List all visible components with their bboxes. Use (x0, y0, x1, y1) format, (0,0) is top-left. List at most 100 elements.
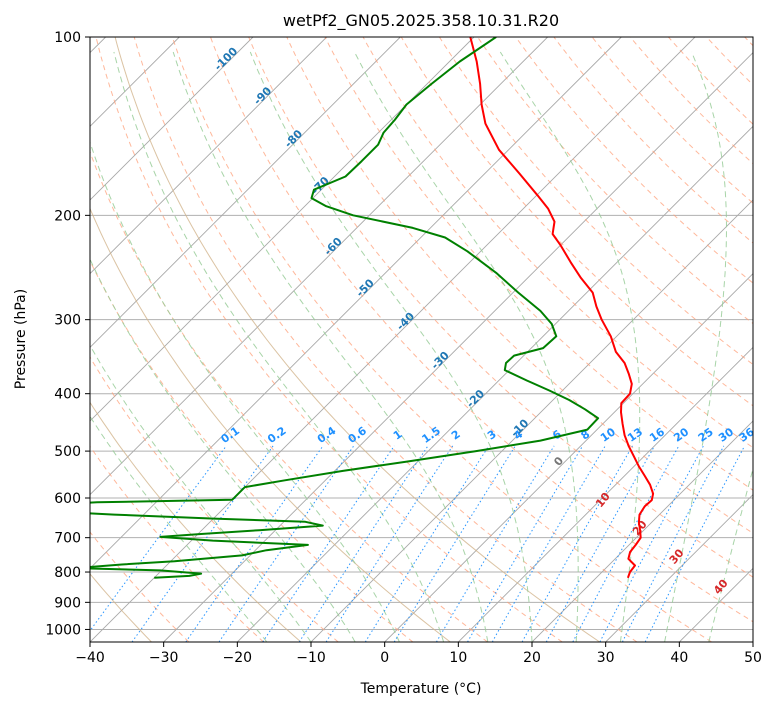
mixing-ratio-label: 0.2 (265, 424, 288, 446)
dry-adiabat-line (210, 37, 753, 623)
mixing-ratio-line (325, 445, 454, 642)
x-tick-label: 0 (380, 650, 389, 666)
x-axis: −40 −30 −20 −10 0 10 20 30 40 50 (75, 642, 762, 666)
mixing-ratio-line (218, 445, 355, 642)
dry-adiabat-line (90, 150, 488, 642)
mixing-ratio-label: 0.4 (315, 424, 339, 446)
mixing-ratio-line (545, 445, 656, 642)
dry-adiabat-label: -60 (322, 235, 345, 258)
moist-adiabat-line (90, 257, 356, 642)
mixing-ratio-line (644, 445, 746, 642)
y-tick-label: 700 (54, 531, 81, 547)
moist-adiabat-label: 0 (551, 454, 566, 468)
isotherm-line (90, 37, 696, 642)
mixing-ratio-label: 0.1 (219, 424, 242, 446)
dry-adiabat-line (324, 37, 753, 491)
moist-adiabat-line (499, 51, 641, 642)
isentrope-line (0, 37, 2, 642)
dry-adiabat-line (591, 37, 753, 204)
mixing-ratio-label: 1.5 (420, 424, 443, 446)
mixing-ratio-line (467, 445, 584, 642)
moist-adiabat-line (113, 51, 445, 642)
moist-adiabat-line (354, 51, 579, 642)
moist-adiabat-line (90, 415, 268, 642)
y-axis-label: Pressure (hPa) (13, 289, 29, 389)
y-tick-label: 600 (54, 491, 81, 507)
y-tick-label: 1000 (45, 622, 81, 638)
isotherm-line (237, 125, 753, 642)
x-tick-label: 30 (597, 650, 615, 666)
isotherm-line (384, 273, 753, 642)
isotherm-line (163, 52, 753, 642)
mixing-ratio-line (364, 445, 490, 642)
mixing-ratio-line (393, 445, 516, 642)
moist-adiabat-line (90, 344, 312, 642)
dry-adiabat-line (515, 37, 753, 284)
x-axis-label: Temperature (°C) (360, 681, 482, 697)
y-tick-label: 900 (54, 595, 81, 611)
dry-adiabat-line (133, 37, 638, 642)
isotherm-line (90, 37, 401, 348)
dry-adiabat-line (90, 259, 414, 642)
mixing-ratio-label: 20 (671, 425, 691, 445)
background-lines (0, 37, 753, 642)
mixing-ratio-label: 25 (696, 425, 716, 444)
isentrope-line (114, 37, 600, 642)
x-tick-label: 40 (670, 650, 688, 666)
dry-adiabat-label: -10 (508, 416, 531, 439)
dry-adiabat-label: -30 (429, 349, 452, 372)
x-tick-label: −30 (149, 650, 179, 666)
isotherm-line (90, 37, 254, 201)
isotherm-line (679, 567, 753, 642)
mixing-ratio-line (435, 445, 555, 642)
moist-adiabat-line (249, 51, 533, 642)
mixing-ratio-line (262, 445, 395, 642)
dry-adiabat-line (553, 37, 753, 244)
dry-adiabat-line (90, 445, 264, 642)
y-axis: 100 200 300 400 500 600 700 800 900 1000 (45, 30, 90, 638)
mixing-ratio-label: 30 (716, 425, 736, 445)
temperature-profile-line (469, 37, 655, 579)
mixing-ratio-line (572, 445, 680, 642)
y-tick-label: 500 (54, 444, 81, 460)
isotherm-line (752, 641, 753, 642)
mixing-ratio-label: 10 (598, 425, 618, 445)
dry-adiabat-line (90, 356, 339, 642)
dry-adiabat-line (286, 37, 753, 534)
mixing-ratio-label: 3 (485, 428, 499, 443)
x-tick-label: −20 (223, 650, 253, 666)
moist-adiabat-label: 10 (593, 490, 613, 510)
dry-adiabat-line (95, 37, 563, 642)
dry-adiabat-label: -90 (251, 84, 274, 107)
y-tick-label: 200 (54, 208, 81, 224)
data-series (90, 37, 655, 579)
mixing-ratio-label: 36 (737, 425, 757, 445)
moist-adiabat-line (172, 51, 489, 642)
mixing-ratio-line (298, 445, 429, 642)
dry-adiabat-label: -50 (354, 276, 377, 299)
y-tick-label: 300 (54, 313, 81, 329)
mixing-ratio-line (131, 445, 274, 642)
isentrope-line (90, 207, 451, 642)
mixing-ratio-label: 1 (391, 428, 405, 443)
dry-adiabat-line (90, 531, 190, 642)
moist-adiabat-line (708, 466, 753, 642)
mixing-ratio-line (90, 445, 227, 632)
mixing-ratio-line (185, 445, 324, 642)
mixing-ratio-line (621, 445, 725, 642)
y-tick-label: 800 (54, 565, 81, 581)
mixing-ratio-label: 2 (449, 428, 463, 443)
isotherm-line (531, 420, 753, 642)
mixing-ratio-label: 13 (625, 425, 645, 444)
isentrope-line (90, 401, 302, 642)
dry-adiabat-line (668, 37, 753, 125)
x-tick-label: −40 (75, 650, 105, 666)
moist-adiabat-line (664, 51, 728, 642)
x-tick-label: 10 (449, 650, 467, 666)
mixing-ratio-line (521, 445, 633, 642)
isotherm-line (458, 346, 753, 642)
mixing-ratio-line (599, 445, 704, 642)
dry-adiabat-line (400, 37, 753, 407)
isotherm-line (605, 494, 753, 642)
moist-adiabat-line (90, 140, 400, 642)
